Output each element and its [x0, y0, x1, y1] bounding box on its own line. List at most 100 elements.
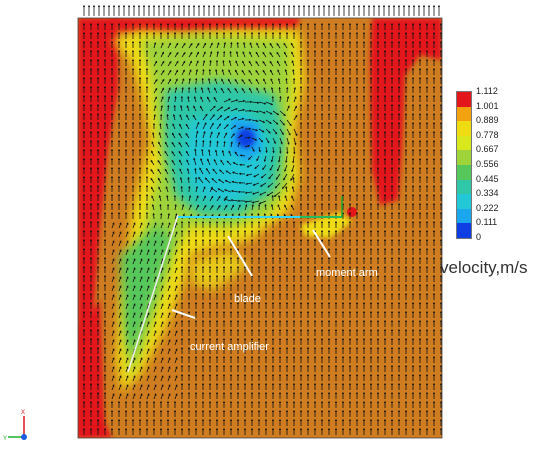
velocity-arrow	[291, 195, 295, 202]
velocity-arrow	[165, 177, 169, 184]
velocity-arrow	[222, 59, 225, 67]
velocity-arrow	[234, 151, 239, 157]
velocity-arrow	[195, 204, 199, 211]
velocity-arrow	[223, 124, 229, 130]
velocity-arrow	[262, 164, 267, 171]
velocity-arrow	[242, 60, 246, 67]
velocity-arrow	[172, 113, 176, 121]
velocity-arrow	[235, 69, 239, 76]
velocity-arrow	[214, 149, 218, 157]
velocity-arrow	[146, 339, 150, 346]
velocity-arrow	[224, 180, 232, 184]
velocity-arrow	[153, 267, 157, 274]
colorbar-swatch	[457, 106, 471, 122]
velocity-arrow	[244, 191, 253, 194]
velocity-arrow	[282, 182, 288, 190]
velocity-arrow	[146, 222, 150, 229]
current-amplifier-label: current amplifier	[190, 341, 269, 353]
velocity-arrow	[157, 177, 162, 184]
velocity-arrow	[186, 159, 190, 166]
velocity-arrow	[174, 348, 178, 355]
velocity-arrow	[125, 330, 129, 337]
velocity-arrow	[256, 42, 260, 49]
velocity-arrow	[270, 69, 274, 76]
velocity-arrow	[258, 146, 261, 153]
velocity-arrow	[132, 267, 136, 274]
velocity-arrow	[165, 123, 169, 130]
velocity-arrow	[139, 240, 143, 247]
velocity-arrow	[118, 222, 122, 229]
colorbar-swatch	[457, 223, 471, 239]
velocity-arrow	[167, 42, 171, 49]
velocity-arrow	[209, 59, 212, 67]
velocity-arrow	[237, 141, 241, 148]
velocity-arrow	[174, 312, 178, 319]
velocity-arrow	[160, 339, 164, 346]
velocity-arrow	[167, 258, 171, 265]
velocity-arrow	[265, 128, 271, 134]
velocity-arrow	[174, 87, 178, 94]
velocity-arrow	[230, 116, 238, 121]
velocity-arrow	[258, 200, 267, 205]
velocity-arrow	[153, 348, 157, 355]
velocity-arrow	[248, 155, 253, 160]
velocity-arrow	[186, 105, 190, 112]
velocity-arrow	[118, 231, 122, 238]
velocity-arrow	[125, 312, 129, 319]
velocity-arrow	[125, 222, 129, 229]
colorbar-swatch	[457, 121, 471, 137]
velocity-arrow	[158, 186, 162, 193]
velocity-arrow	[278, 155, 281, 163]
moment-arm-label: moment arm	[316, 267, 378, 279]
velocity-arrow	[132, 330, 136, 337]
velocity-arrow	[202, 68, 205, 76]
velocity-arrow	[157, 150, 162, 157]
velocity-arrow	[181, 86, 184, 94]
velocity-arrow	[146, 357, 150, 364]
velocity-arrow	[125, 294, 129, 301]
velocity-arrow	[111, 258, 115, 265]
velocity-arrow	[181, 204, 185, 211]
velocity-arrow	[179, 123, 183, 130]
velocity-arrow	[160, 357, 164, 364]
velocity-arrow	[200, 157, 204, 166]
velocity-arrow	[275, 173, 281, 180]
velocity-arrow	[251, 146, 255, 152]
velocity-arrow	[146, 348, 150, 355]
velocity-arrow	[286, 119, 292, 127]
velocity-arrow	[235, 50, 239, 58]
velocity-arrow	[165, 132, 169, 139]
velocity-arrow	[139, 249, 143, 256]
velocity-arrow	[200, 87, 204, 94]
velocity-arrow	[209, 114, 215, 121]
velocity-arrow	[139, 258, 143, 265]
velocity-arrow	[167, 51, 172, 58]
colorbar-tick-label: 0.556	[476, 159, 499, 169]
velocity-arrow	[160, 69, 165, 76]
velocity-arrow	[167, 357, 171, 364]
velocity-arrow	[118, 276, 122, 283]
velocity-arrow	[256, 155, 260, 162]
velocity-arrow	[195, 185, 199, 193]
velocity-arrow	[220, 159, 225, 166]
velocity-arrow	[216, 140, 219, 148]
velocity-arrow	[230, 204, 234, 211]
velocity-arrow	[132, 258, 136, 265]
triad-y-label: Y	[3, 436, 7, 442]
velocity-arrow	[214, 78, 218, 85]
velocity-arrow	[132, 249, 136, 256]
velocity-arrow	[277, 69, 281, 76]
velocity-arrow	[262, 69, 267, 76]
velocity-arrow	[276, 60, 281, 67]
velocity-arrow	[153, 51, 157, 58]
velocity-arrow	[230, 133, 235, 139]
velocity-arrow	[249, 42, 253, 49]
velocity-arrow	[216, 123, 222, 130]
velocity-arrow	[270, 203, 274, 211]
velocity-arrow	[293, 105, 297, 112]
velocity-arrow	[228, 69, 232, 76]
velocity-arrow	[125, 321, 129, 328]
velocity-arrow	[160, 276, 164, 283]
velocity-arrow	[248, 69, 253, 76]
velocity-arrow	[111, 231, 115, 238]
